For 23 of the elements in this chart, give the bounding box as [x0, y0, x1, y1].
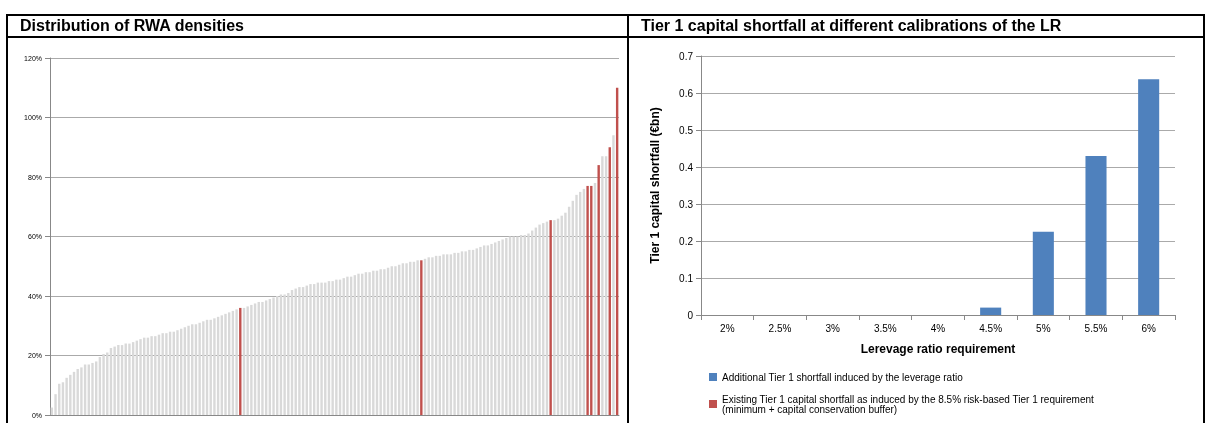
- y-tick-label: 0.5: [679, 124, 694, 136]
- y-axis-title: Tier 1 capital shortfall (€bn): [648, 107, 662, 264]
- x-axis-title: Lerevage ratio requirement: [860, 342, 1016, 356]
- legend-label: Existing Tier 1 capital shortfall as induced by the 8.5% risk-based Tier 1 requirement (minimum + capital conservation buffer): [722, 393, 1097, 415]
- y-tick-label: 0.7: [679, 50, 694, 62]
- x-tick-label: 2.5%: [768, 322, 792, 334]
- x-tick-label: 5.5%: [1084, 322, 1108, 334]
- y-tick-label: 0.2: [679, 235, 694, 247]
- y-tick-label: 0: [687, 309, 694, 321]
- x-tick-label: 4.5%: [979, 322, 1003, 334]
- x-tick-label: 6%: [1141, 322, 1156, 334]
- x-tick-label: 5%: [1036, 322, 1051, 334]
- y-tick-label: 0.4: [679, 161, 694, 173]
- x-tick-label: 3%: [825, 322, 840, 334]
- x-tick-label: 2%: [720, 322, 735, 334]
- legend-label: Additional Tier 1 shortfall induced by the leverage ratio: [722, 371, 964, 383]
- x-tick-label: 4%: [930, 322, 946, 334]
- y-tick-label: 0.1: [679, 272, 694, 284]
- x-tick-label: 3.5%: [873, 322, 897, 334]
- chart-title: Distribution of RWA densities: [8, 16, 627, 38]
- chart-title: Tier 1 capital shortfall at different calibrations of the LR: [629, 16, 1203, 38]
- y-tick-label: 0.6: [679, 87, 694, 99]
- y-tick-label: 0.3: [679, 198, 694, 210]
